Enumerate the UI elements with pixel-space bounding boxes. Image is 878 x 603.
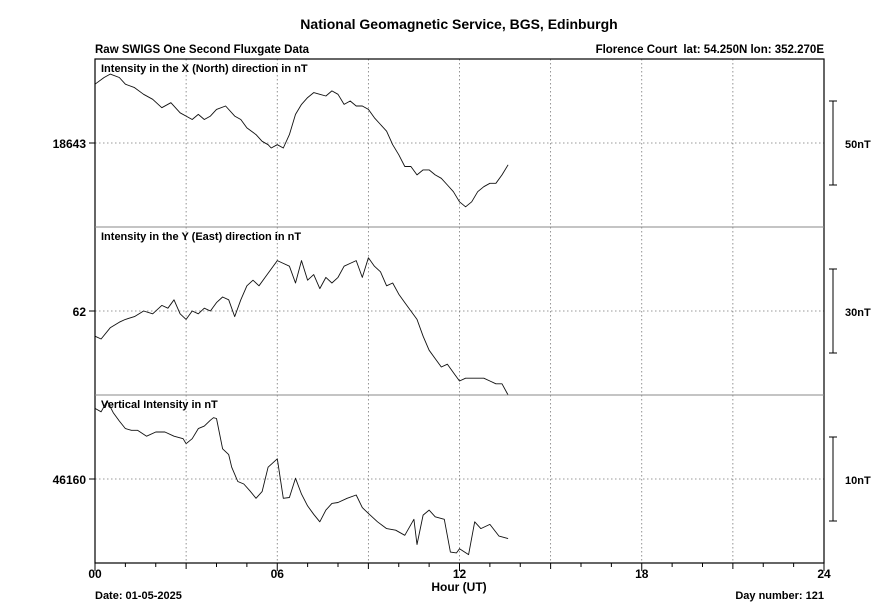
- x-tick-label: 18: [635, 567, 649, 581]
- panel-x-center-value: 18643: [53, 137, 87, 151]
- date-label: Date: 01-05-2025: [95, 590, 182, 602]
- station-info: Florence Court lat: 54.250N lon: 352.270E: [596, 44, 825, 56]
- x-tick-label: 24: [817, 567, 831, 581]
- panel-y-label: Intensity in the Y (East) direction in n…: [101, 231, 301, 243]
- x-tick-label: 12: [453, 567, 467, 581]
- panel-z-label: Vertical Intensity in nT: [101, 399, 218, 411]
- station-name: Florence Court: [596, 44, 678, 56]
- panel-x-label: Intensity in the X (North) direction in …: [101, 63, 308, 75]
- trace-z: [94, 400, 509, 556]
- panel-x-scale-label: 50nT: [845, 139, 871, 151]
- grid: [89, 59, 824, 563]
- trace-y: [94, 257, 509, 396]
- panel-y-scale-label: 30nT: [845, 307, 871, 319]
- x-axis: 00 06 12 18 24: [88, 563, 831, 581]
- panel-z-center-value: 46160: [53, 473, 87, 487]
- traces: [94, 73, 509, 556]
- day-number-label: Day number: 121: [735, 590, 824, 602]
- x-tick-label: 06: [271, 567, 285, 581]
- panel-z-scale-label: 10nT: [845, 475, 871, 487]
- data-source-label: Raw SWIGS One Second Fluxgate Data: [95, 44, 310, 56]
- scale-bars: [829, 100, 837, 522]
- x-axis-label: Hour (UT): [431, 580, 486, 594]
- trace-x: [94, 73, 509, 208]
- station-coords: lat: 54.250N lon: 352.270E: [683, 44, 824, 56]
- x-tick-label: 00: [88, 567, 102, 581]
- panel-y-center-value: 62: [73, 305, 87, 319]
- chart-title: National Geomagnetic Service, BGS, Edinb…: [300, 16, 617, 32]
